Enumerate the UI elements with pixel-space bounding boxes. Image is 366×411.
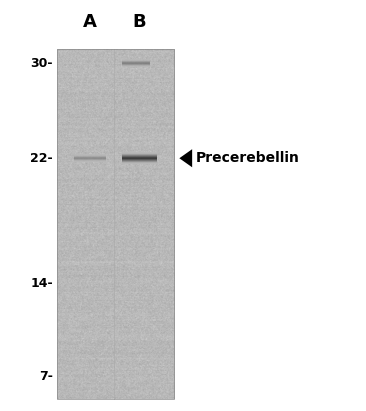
- Bar: [57, 49, 174, 399]
- Text: 30-: 30-: [31, 57, 53, 70]
- Text: 14-: 14-: [30, 277, 53, 290]
- Text: 7-: 7-: [39, 369, 53, 383]
- Text: B: B: [132, 13, 146, 31]
- Polygon shape: [179, 149, 192, 167]
- Text: A: A: [83, 13, 97, 31]
- Text: Precerebellin: Precerebellin: [196, 151, 300, 165]
- Text: 22-: 22-: [30, 152, 53, 165]
